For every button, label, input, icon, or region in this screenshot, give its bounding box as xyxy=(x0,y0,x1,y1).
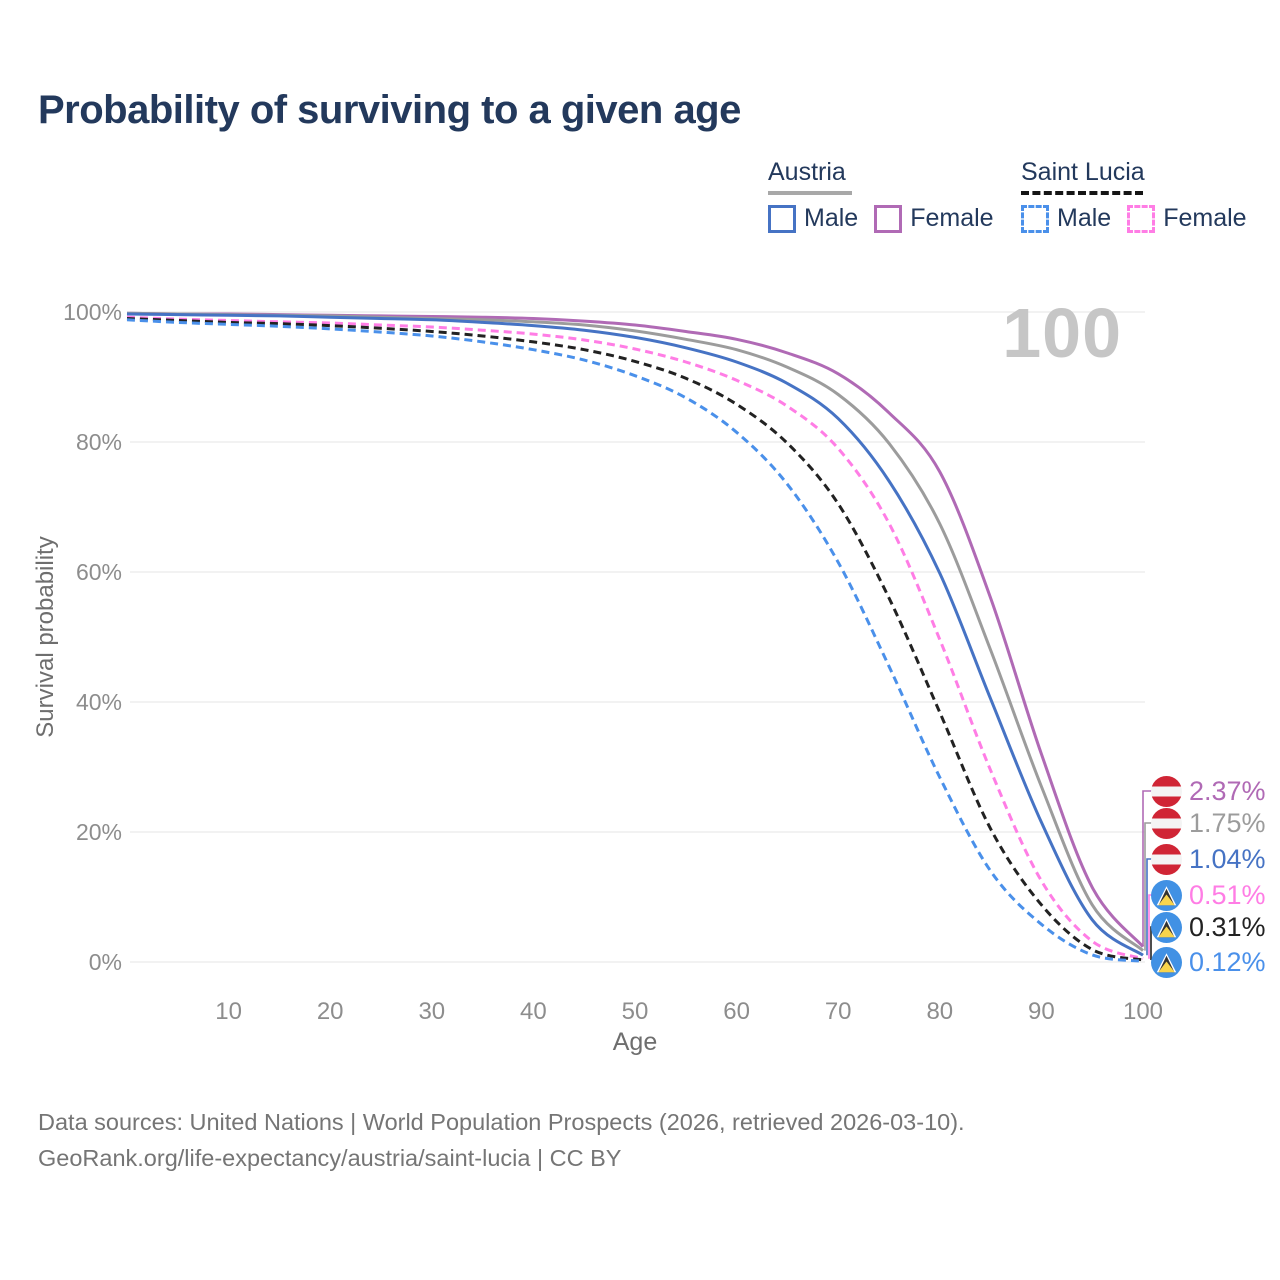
legend-item-label: Female xyxy=(910,204,994,232)
y-tick-label-100: 100% xyxy=(63,299,122,325)
x-tick-label-50: 50 xyxy=(621,998,649,1025)
end-label-value: 1.75% xyxy=(1189,807,1266,838)
age-watermark: 100 xyxy=(1002,294,1122,372)
y-tick-label-20: 20% xyxy=(75,819,122,845)
x-tick-label-40: 40 xyxy=(520,998,547,1025)
legend-item-austria-male[interactable]: Male xyxy=(768,204,858,233)
y-tick-label-0: 0% xyxy=(88,949,122,975)
austria-line-style-swatch xyxy=(768,191,852,195)
footer: Data sources: United Nations | World Pop… xyxy=(38,1104,965,1176)
y-tick-label-60: 60% xyxy=(75,559,122,585)
legend-item-saint-lucia-male[interactable]: Male xyxy=(1021,204,1111,233)
legend-item-label: Female xyxy=(1163,204,1247,232)
end-label-austria-female: 2.37% xyxy=(1151,775,1266,807)
footer-data-sources: Data sources: United Nations | World Pop… xyxy=(38,1109,965,1135)
austria-flag-icon xyxy=(1151,807,1182,839)
curve-saint-lucia-female xyxy=(126,315,1144,961)
austria-male-swatch xyxy=(768,204,796,233)
chart-title: Probability of surviving to a given age xyxy=(38,88,741,132)
legend-group-austria: Austria Male Female xyxy=(768,158,994,233)
x-tick-label-70: 70 xyxy=(824,998,852,1025)
end-label-value: 0.51% xyxy=(1189,879,1266,910)
x-tick-label-100: 100 xyxy=(1122,998,1164,1025)
end-label-value: 2.37% xyxy=(1189,775,1266,806)
x-tick-label-20: 20 xyxy=(316,998,344,1025)
curve-austria-male xyxy=(126,312,1144,957)
x-tick-label-30: 30 xyxy=(418,998,446,1025)
leader-line-austria-female xyxy=(1142,790,1153,947)
x-tick-label-10: 10 xyxy=(215,998,242,1025)
legend: Austria Male Female Saint Lucia Male xyxy=(0,158,1280,248)
saint-lucia-male-swatch xyxy=(1021,204,1049,233)
end-label-saint-lucia-female: 0.51% xyxy=(1151,879,1266,911)
x-tick-label-90: 90 xyxy=(1028,998,1055,1025)
end-label-austria-male: 1.04% xyxy=(1151,843,1266,875)
saint-lucia-flag-icon xyxy=(1151,946,1182,978)
end-label-value: 1.04% xyxy=(1189,843,1266,874)
saint-lucia-flag-icon xyxy=(1151,879,1182,911)
footer-attribution: GeoRank.org/life-expectancy/austria/sain… xyxy=(38,1145,622,1171)
curve-saint-lucia-both-sexes xyxy=(126,317,1144,962)
austria-flag-icon xyxy=(1151,775,1182,807)
x-tick-label-80: 80 xyxy=(926,998,954,1025)
curve-austria-female xyxy=(126,311,1145,948)
y-tick-label-80: 80% xyxy=(75,429,122,455)
leader-line-austria-both-sexes xyxy=(1144,822,1153,951)
austria-female-swatch xyxy=(874,204,903,233)
legend-item-label: Male xyxy=(804,204,859,232)
legend-group-saint-lucia: Saint Lucia Male Female xyxy=(1021,158,1247,233)
x-tick-label-60: 60 xyxy=(723,998,750,1025)
legend-group-saint-lucia-title: Saint Lucia xyxy=(1021,158,1145,186)
end-label-value: 0.31% xyxy=(1189,911,1266,942)
legend-item-austria-female[interactable]: Female xyxy=(874,204,994,233)
x-axis-title: Age xyxy=(612,1028,658,1056)
legend-item-saint-lucia-female[interactable]: Female xyxy=(1127,204,1247,233)
end-label-value: 0.12% xyxy=(1189,946,1266,977)
austria-flag-icon xyxy=(1151,843,1182,875)
legend-group-austria-title: Austria xyxy=(768,158,846,186)
end-label-austria-both-sexes: 1.75% xyxy=(1151,807,1266,839)
saint-lucia-female-swatch xyxy=(1127,204,1156,233)
curve-austria-both-sexes xyxy=(126,311,1145,952)
end-label-saint-lucia-male: 0.12% xyxy=(1151,946,1266,978)
y-tick-label-40: 40% xyxy=(75,689,122,715)
end-label-saint-lucia-both-sexes: 0.31% xyxy=(1151,911,1266,943)
curve-saint-lucia-male xyxy=(126,318,1144,963)
legend-item-label: Male xyxy=(1057,204,1112,232)
saint-lucia-line-style-swatch xyxy=(1021,191,1143,195)
saint-lucia-flag-icon xyxy=(1151,911,1182,943)
